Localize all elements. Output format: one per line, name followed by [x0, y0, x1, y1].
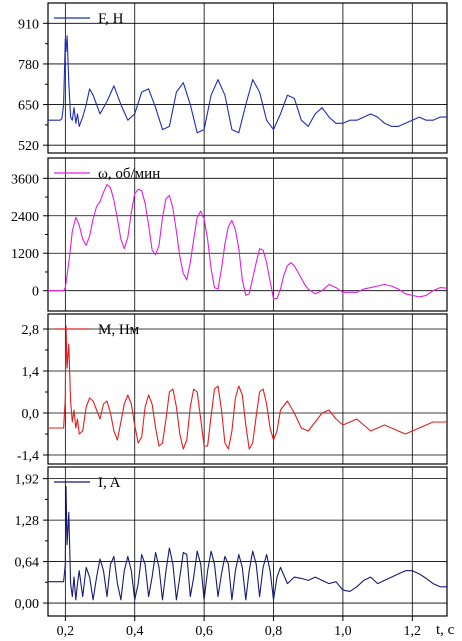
- x-tick-label: 0,4: [126, 624, 144, 639]
- y-tick-label: 0,00: [15, 597, 40, 612]
- y-tick-label: 780: [18, 58, 39, 73]
- y-tick-label: 2,8: [22, 323, 40, 338]
- plot-frame: [47, 466, 448, 617]
- y-tick-label: 1,28: [15, 514, 40, 529]
- legend-label: I, A: [98, 475, 121, 491]
- plot-frame: [47, 2, 448, 154]
- panel-4: 0,00 0,64 1,28 1,92 I, A: [15, 466, 448, 617]
- x-tick-label: 0,2: [57, 624, 75, 639]
- legend: I, A: [54, 475, 121, 491]
- legend-label: M, Нм: [98, 322, 140, 338]
- y-tick-label: 0,0: [22, 407, 40, 422]
- panel-3: -1,4 0,0 1,4 2,8 M, Нм: [17, 313, 448, 465]
- legend-label: ω, об/мин: [98, 166, 160, 182]
- y-tick-label: 1200: [11, 247, 39, 262]
- y-tick-label: -1,4: [17, 449, 39, 464]
- y-tick-label: 3600: [11, 172, 39, 187]
- plot-frame: [47, 157, 448, 312]
- legend: M, Нм: [54, 322, 140, 338]
- x-tick-label: 0,8: [265, 624, 283, 639]
- x-tick-label: 1,0: [334, 624, 352, 639]
- legend: F, Н: [54, 11, 124, 27]
- y-tick-label: 650: [18, 99, 39, 114]
- y-tick-label: 520: [18, 139, 39, 154]
- x-axis-title: t, c: [436, 622, 455, 638]
- y-tick-label: 1,92: [15, 473, 40, 488]
- panel-2: 0 1200 2400 3600 ω, об/мин: [11, 157, 448, 312]
- y-tick-label: 0: [32, 285, 39, 300]
- panel-1: 520 650 780 910 F, Н: [18, 2, 448, 154]
- series-line: [48, 325, 447, 450]
- series-line: [48, 183, 448, 300]
- series-line: [48, 35, 447, 134]
- x-tick-label: 0,6: [195, 624, 213, 639]
- y-tick-label: 910: [18, 17, 39, 32]
- y-tick-label: 2400: [11, 210, 39, 225]
- series-line: [48, 485, 447, 601]
- legend-label: F, Н: [98, 11, 124, 27]
- x-tick-label: 1,2: [404, 624, 422, 639]
- y-tick-label: 1,4: [22, 365, 40, 380]
- y-tick-label: 0,64: [15, 556, 40, 571]
- chart-panels: 520 650 780 910 F, Н 0 1200 2400 3600 ω, об/мин -1…: [11, 2, 448, 617]
- legend: ω, об/мин: [54, 166, 160, 182]
- x-axis: 0,2 0,4 0,6 0,8 1,0 1,2: [57, 616, 421, 639]
